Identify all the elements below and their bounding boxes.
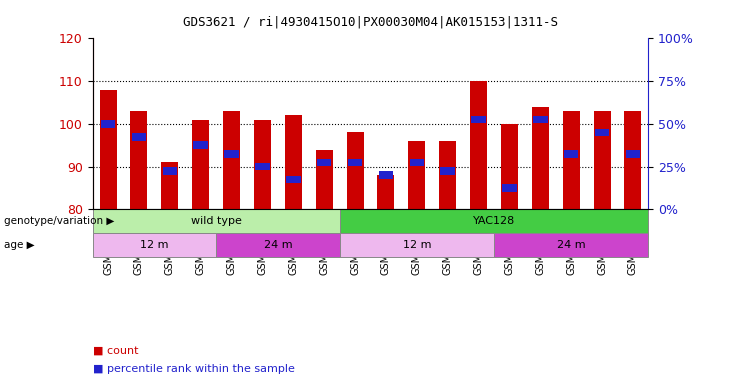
Bar [595,129,609,136]
Bar [255,163,270,170]
Bar [99,90,116,209]
Bar [471,116,486,124]
Bar [192,120,209,209]
Bar [533,116,548,124]
Bar [93,233,216,257]
Text: genotype/variation ▶: genotype/variation ▶ [4,216,114,227]
Bar [439,141,456,209]
Bar [594,111,611,209]
Bar [93,209,339,233]
Bar [216,233,339,257]
Bar [410,159,424,166]
Bar [339,209,648,233]
Bar [470,81,487,209]
Bar [285,115,302,209]
Text: wild type: wild type [190,216,242,227]
Bar [494,233,648,257]
Text: ■ count: ■ count [93,345,138,355]
Bar [564,150,579,158]
Bar [223,111,240,209]
Bar [532,107,549,209]
Text: 12 m: 12 m [140,240,169,250]
Bar [317,159,331,166]
Bar [162,162,179,209]
Text: age ▶: age ▶ [4,240,34,250]
Bar [130,111,147,209]
Bar [502,184,516,192]
Bar [501,124,518,209]
Bar [379,171,393,179]
Bar [562,111,579,209]
Bar [101,120,116,128]
Bar [377,175,394,209]
Text: 24 m: 24 m [264,240,292,250]
Bar [625,111,642,209]
Bar [132,133,146,141]
Bar [348,159,362,166]
Bar [440,167,455,175]
Bar [286,175,301,183]
Bar [162,167,177,175]
Text: 24 m: 24 m [557,240,585,250]
Bar [347,132,364,209]
Bar [625,150,640,158]
Bar [316,149,333,209]
Bar [408,141,425,209]
Text: YAC128: YAC128 [473,216,515,227]
Text: GDS3621 / ri|4930415O10|PX00030M04|AK015153|1311-S: GDS3621 / ri|4930415O10|PX00030M04|AK015… [183,15,558,28]
Bar [254,120,271,209]
Bar [225,150,239,158]
Text: ■ percentile rank within the sample: ■ percentile rank within the sample [93,364,294,374]
Text: 12 m: 12 m [402,240,431,250]
Bar [193,141,208,149]
Bar [339,233,494,257]
